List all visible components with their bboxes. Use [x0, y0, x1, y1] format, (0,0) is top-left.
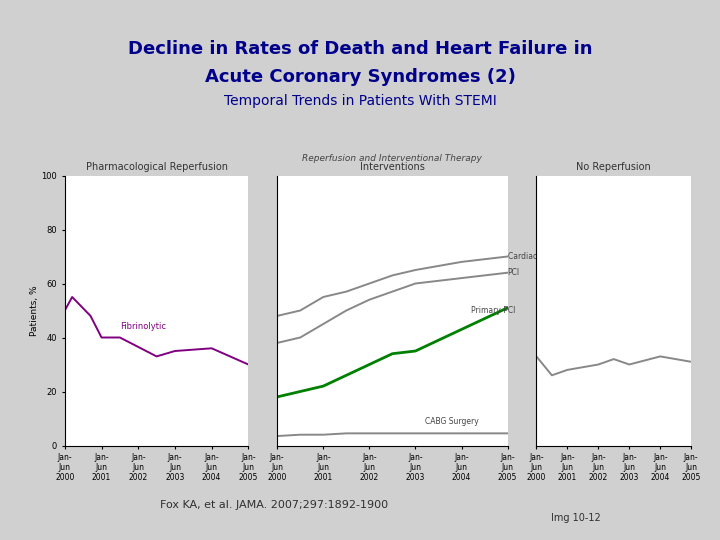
Text: Cardiac Catheterization: Cardiac Catheterization [508, 252, 599, 261]
Text: PCI: PCI [508, 268, 520, 277]
Text: Fibrinolytic: Fibrinolytic [120, 322, 166, 332]
Title: No Reperfusion: No Reperfusion [577, 162, 651, 172]
Text: Img 10-12: Img 10-12 [551, 514, 601, 523]
Text: Reperfusion and Interventional Therapy: Reperfusion and Interventional Therapy [302, 154, 482, 163]
Y-axis label: Patients, %: Patients, % [30, 285, 39, 336]
Title: Interventions: Interventions [360, 162, 425, 172]
Text: Decline in Rates of Death and Heart Failure in: Decline in Rates of Death and Heart Fail… [127, 40, 593, 58]
Title: Pharmacological Reperfusion: Pharmacological Reperfusion [86, 162, 228, 172]
Text: Fox KA, et al. JAMA. 2007;297:1892-1900: Fox KA, et al. JAMA. 2007;297:1892-1900 [160, 500, 387, 510]
Text: Temporal Trends in Patients With STEMI: Temporal Trends in Patients With STEMI [224, 94, 496, 109]
Text: CABG Surgery: CABG Surgery [425, 417, 478, 426]
Text: Primary PCI: Primary PCI [471, 306, 515, 315]
Text: Acute Coronary Syndromes (2): Acute Coronary Syndromes (2) [204, 68, 516, 85]
